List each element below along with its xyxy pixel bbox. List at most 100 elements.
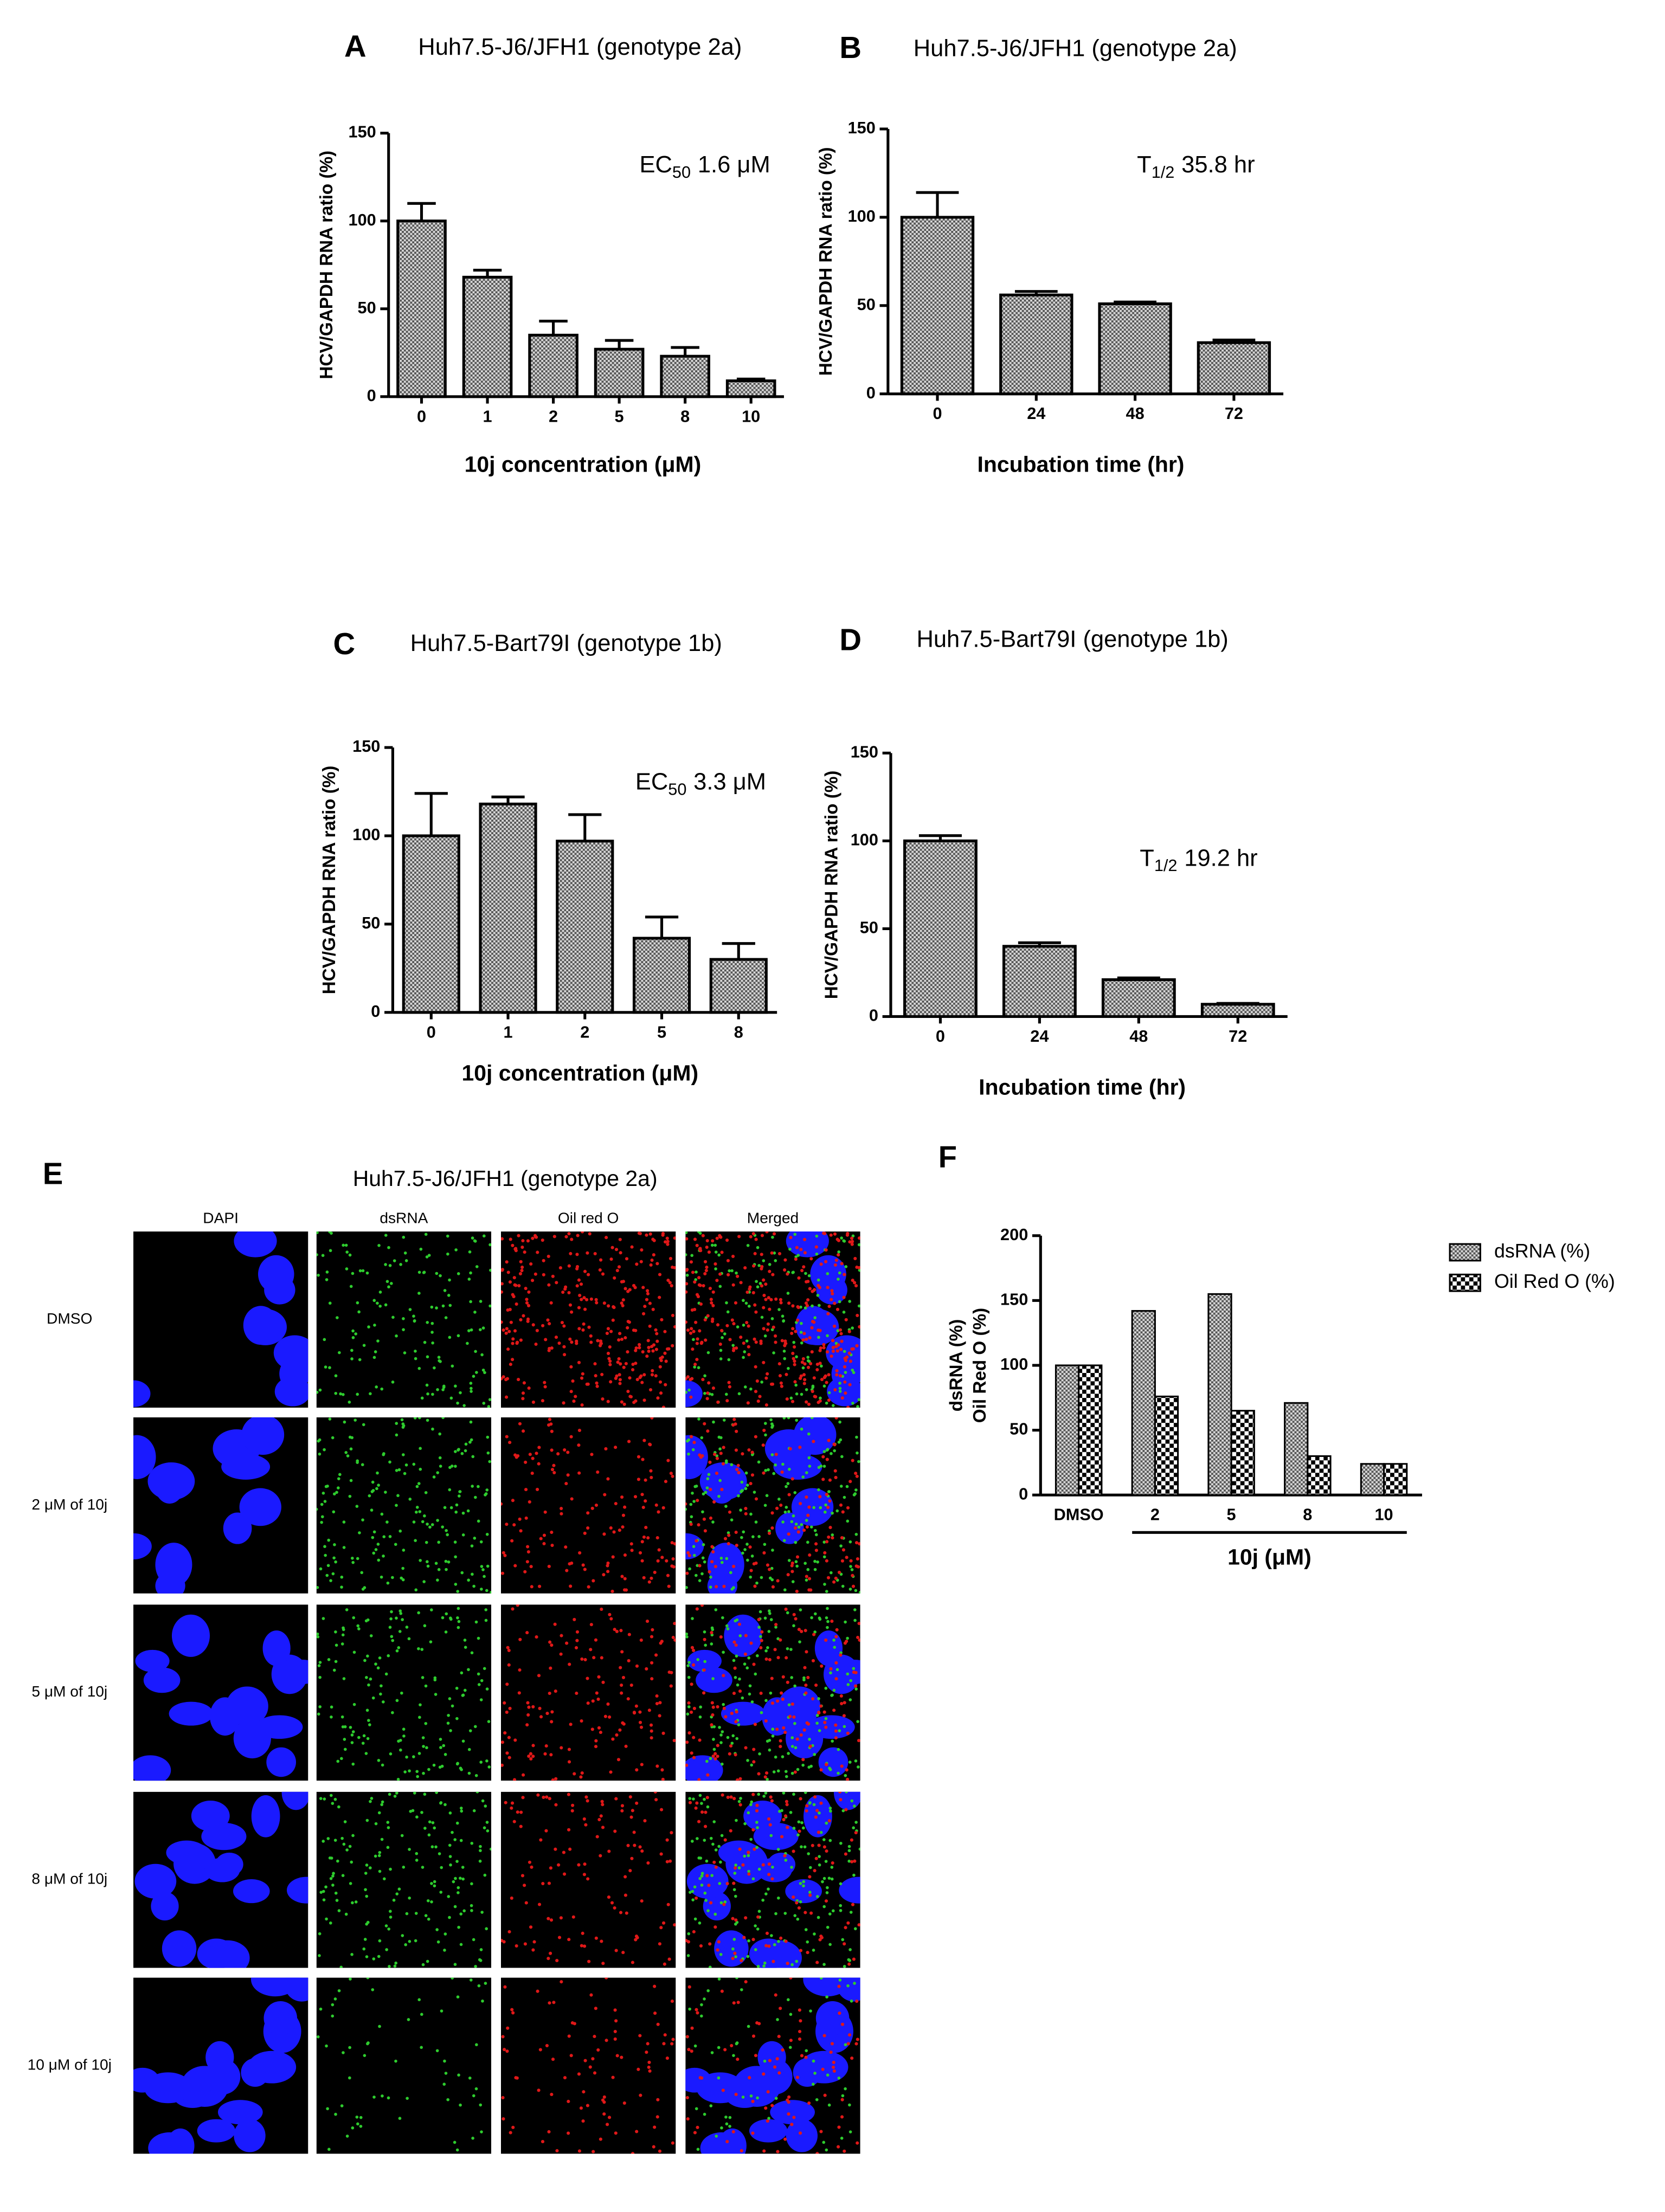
y-tick-label: 50 — [358, 298, 376, 317]
annotation-value: 3.3 μM — [693, 769, 766, 795]
annotation-sub: 1/2 — [1154, 856, 1178, 875]
y-tick-label: 100 — [851, 830, 878, 849]
micrograph — [133, 1604, 308, 1781]
x-tick-label: 1 — [503, 1022, 512, 1041]
annotation-main: EC — [640, 152, 672, 178]
annotation: T1/2 35.8 hr — [1137, 152, 1255, 182]
y-tick-label: 100 — [848, 207, 876, 225]
x-axis-label: 10j concentration (μM) — [462, 1061, 699, 1086]
panel-label: B — [839, 30, 862, 65]
micrograph — [685, 1231, 860, 1408]
x-axis-label: Incubation time (hr) — [979, 1074, 1186, 1099]
micrograph — [685, 1417, 860, 1594]
bar — [900, 216, 975, 396]
y-tick-label: 0 — [367, 386, 376, 405]
bar — [1131, 1310, 1156, 1496]
y-tick-label: 50 — [362, 913, 380, 932]
micrograph — [316, 1417, 492, 1594]
chart-title: Huh7.5-J6/JFH1 (genotype 2a) — [914, 36, 1237, 62]
row-label: DMSO — [47, 1310, 92, 1327]
legend-swatch — [1449, 1273, 1481, 1292]
panel-label: D — [839, 623, 862, 657]
micrograph — [316, 1604, 492, 1781]
x-tick-label: 2 — [1150, 1505, 1160, 1524]
bar — [1055, 1364, 1080, 1496]
legend-label: Oil Red O (%) — [1494, 1271, 1615, 1292]
y-tick-label: 0 — [371, 1002, 380, 1021]
x-tick-label: 5 — [615, 407, 624, 425]
y-axis-label: Oil Red O (%) — [970, 1308, 990, 1423]
bar — [903, 839, 978, 1018]
bar — [1230, 1410, 1255, 1496]
bar — [594, 347, 645, 398]
annotation-value: 35.8 hr — [1181, 152, 1255, 178]
bar — [556, 840, 614, 1014]
bar — [1284, 1402, 1309, 1496]
x-axis-label: 10j concentration (μM) — [465, 452, 702, 477]
annotation: T1/2 19.2 hr — [1140, 846, 1257, 875]
x-tick-label: DMSO — [1054, 1505, 1104, 1524]
x-axis-label: Incubation time (hr) — [978, 452, 1185, 477]
x-tick-label: 48 — [1129, 1027, 1148, 1046]
bar — [1078, 1364, 1103, 1496]
bar — [1200, 1003, 1275, 1018]
annotation-sub: 50 — [672, 163, 691, 182]
y-tick-label: 100 — [349, 210, 376, 229]
x-tick-label: 8 — [734, 1022, 743, 1041]
bar — [1101, 978, 1176, 1018]
bar — [1154, 1395, 1179, 1496]
micrograph — [133, 1791, 308, 1968]
error-bar — [407, 202, 436, 221]
bar — [462, 275, 513, 398]
bar — [999, 293, 1073, 396]
x-tick-label: 5 — [1227, 1505, 1236, 1524]
bar — [1307, 1455, 1332, 1496]
y-tick-label: 150 — [848, 118, 876, 137]
bar — [1098, 302, 1172, 396]
x-tick-label: 0 — [933, 404, 942, 423]
bar — [632, 937, 691, 1014]
row-label: 8 μM of 10j — [31, 1871, 107, 1887]
micrograph — [316, 1977, 492, 2154]
row-label: 2 μM of 10j — [31, 1496, 107, 1513]
annotation-value: 1.6 μM — [698, 152, 770, 178]
bar — [1002, 945, 1077, 1018]
x-tick-label: 8 — [680, 407, 690, 425]
x-tick-label: 1 — [483, 407, 492, 425]
micrograph — [500, 1604, 676, 1781]
error-bar — [722, 942, 755, 960]
y-tick-label: 150 — [352, 737, 380, 756]
error-bar — [568, 813, 602, 841]
bar — [725, 379, 776, 398]
error-bar — [539, 319, 568, 336]
y-tick-label: 50 — [860, 918, 878, 937]
image-title: Huh7.5-J6/JFH1 (genotype 2a) — [353, 1166, 658, 1191]
micrograph — [685, 1791, 860, 1968]
bar — [479, 802, 537, 1014]
y-axis-label: HCV/GAPDH RNA ratio (%) — [317, 151, 337, 379]
bar — [1383, 1463, 1408, 1496]
y-tick-label: 0 — [1019, 1484, 1028, 1503]
bar — [709, 958, 768, 1014]
micrograph — [500, 1231, 676, 1408]
row-label: 5 μM of 10j — [31, 1683, 107, 1700]
legend-swatch — [1449, 1243, 1481, 1262]
annotation-main: EC — [635, 769, 668, 795]
bar — [1207, 1293, 1232, 1496]
x-tick-label: 2 — [580, 1022, 589, 1041]
error-bar — [414, 792, 448, 836]
x-tick-label: 24 — [1027, 404, 1045, 423]
y-tick-label: 0 — [866, 383, 876, 402]
y-tick-label: 150 — [349, 122, 376, 141]
x-tick-label: 5 — [657, 1022, 666, 1041]
x-tick-label: 2 — [549, 407, 558, 425]
bar — [1197, 341, 1271, 396]
x-tick-label: 10 — [1374, 1505, 1393, 1524]
x-axis-label: 10j (μM) — [1227, 1545, 1312, 1570]
y-tick-label: 50 — [857, 295, 876, 314]
x-tick-label: 72 — [1225, 404, 1243, 423]
column-label: Merged — [747, 1209, 799, 1226]
y-axis-label: HCV/GAPDH RNA ratio (%) — [821, 771, 841, 999]
